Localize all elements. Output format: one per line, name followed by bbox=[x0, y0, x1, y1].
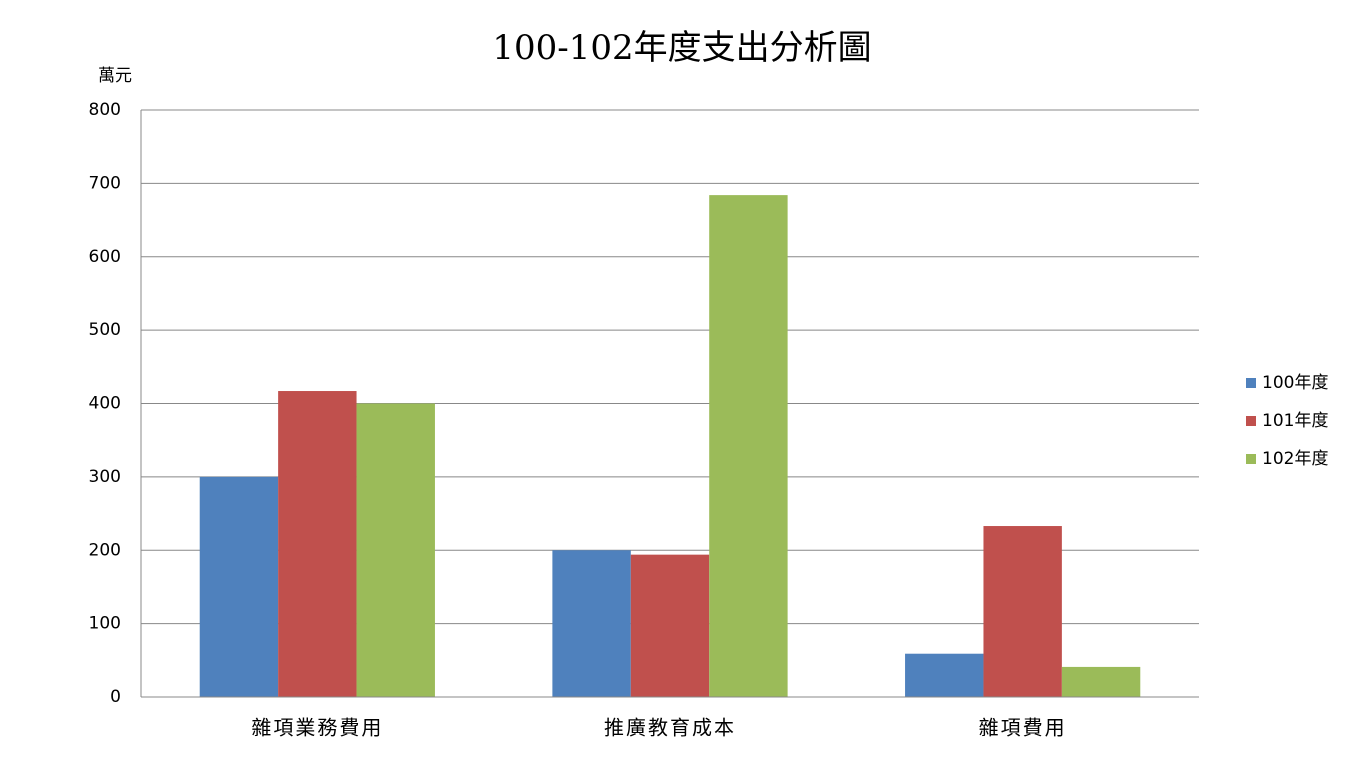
y-tick-label: 200 bbox=[89, 540, 121, 560]
bar bbox=[199, 476, 279, 697]
y-tick-label: 0 bbox=[110, 687, 121, 707]
bar bbox=[709, 195, 788, 698]
legend-swatch bbox=[1246, 454, 1256, 464]
x-tick-label: 推廣教育成本 bbox=[604, 716, 736, 740]
bar bbox=[983, 526, 1062, 697]
y-tick-label: 400 bbox=[89, 394, 121, 414]
y-tick-label: 300 bbox=[89, 467, 121, 487]
y-tick-label: 100 bbox=[89, 614, 121, 634]
y-axis-label: 萬元 bbox=[98, 66, 132, 86]
y-tick-label: 600 bbox=[89, 247, 121, 267]
bar bbox=[552, 550, 631, 697]
y-tick-label: 800 bbox=[89, 100, 121, 120]
bar bbox=[905, 653, 984, 697]
bar bbox=[356, 403, 435, 697]
legend-label: 102年度 bbox=[1262, 449, 1328, 469]
x-tick-label: 雜項費用 bbox=[979, 716, 1067, 740]
chart-title: 100-102年度支出分析圖 bbox=[492, 28, 871, 68]
y-tick-label: 700 bbox=[89, 173, 121, 193]
legend-swatch bbox=[1246, 378, 1256, 388]
x-tick-label: 雜項業務費用 bbox=[251, 716, 383, 740]
bar bbox=[278, 391, 357, 697]
bar bbox=[1061, 666, 1141, 697]
legend-label: 100年度 bbox=[1262, 373, 1328, 393]
bar bbox=[630, 554, 710, 697]
legend-label: 101年度 bbox=[1262, 411, 1328, 431]
legend-swatch bbox=[1246, 416, 1256, 426]
y-tick-label: 500 bbox=[89, 320, 121, 340]
